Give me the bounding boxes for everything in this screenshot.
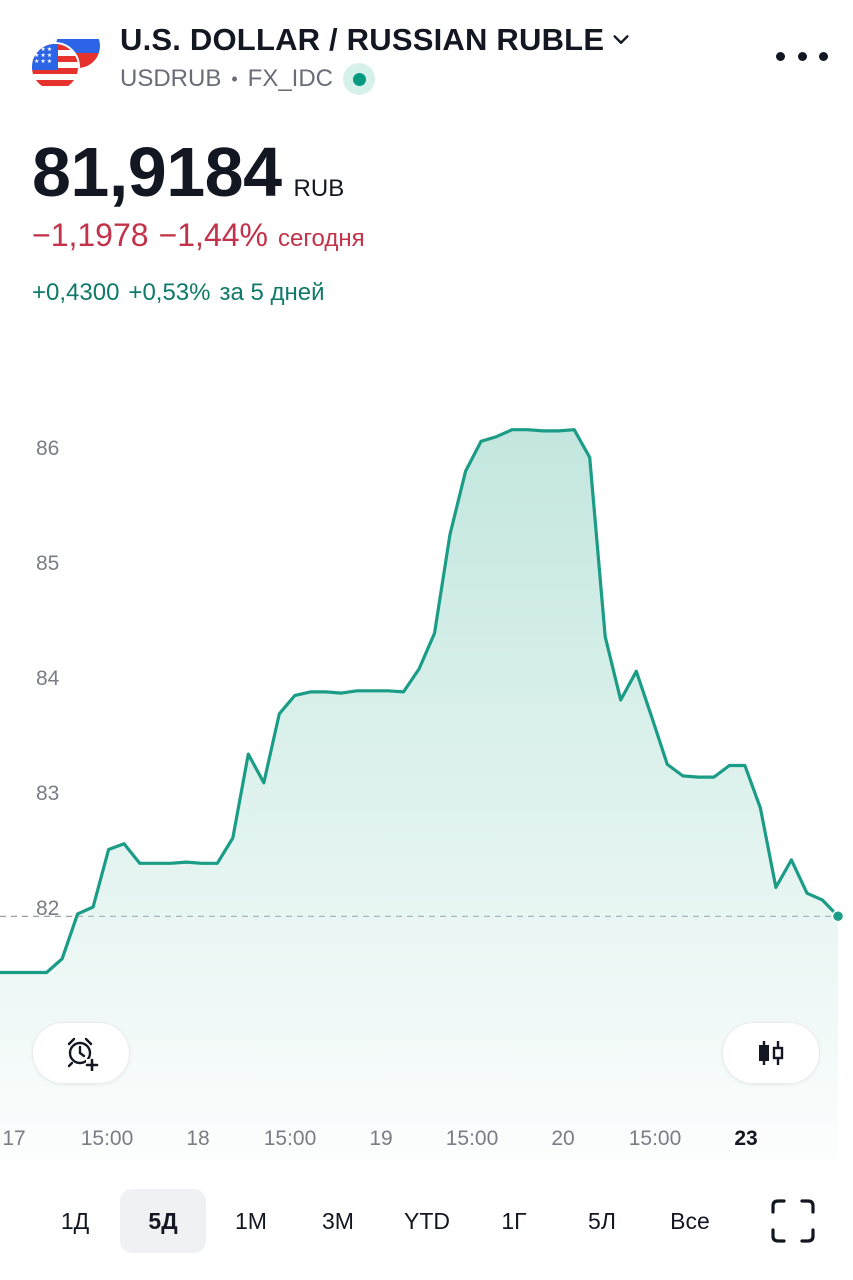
symbol-header: ★★★ ★★★ ★★★ U.S. DOLLAR / RUSSIAN RUBLE US… [0,0,853,110]
candlestick-icon [759,1041,784,1065]
more-dots-icon[interactable] [776,40,828,72]
x-axis-label: 15:00 [629,1127,682,1150]
range-button[interactable]: 1Г [501,1208,527,1234]
fullscreen-icon[interactable] [770,1198,816,1244]
y-axis-label: 86 [36,437,59,460]
price-line [0,428,840,975]
change-5d-pct: +0,53% [128,279,211,306]
change-5d-label: за 5 дней [219,279,325,306]
x-axis-label: 19 [369,1127,392,1150]
range-button[interactable]: 5Л [588,1208,616,1234]
y-axis-label: 84 [36,667,60,690]
chart-type-button[interactable] [722,1022,820,1084]
change-5d-abs: +0,4300 [32,279,120,306]
ticker: USDRUB [120,65,222,92]
range-button[interactable]: Все [670,1208,710,1234]
time-range-bar: 1Д 5Д 1М 3М YTD 1Г 5Л Все [0,1180,853,1260]
x-axis-label: 15:00 [81,1127,134,1150]
market-open-status-icon[interactable] [343,63,376,95]
symbol-title: U.S. DOLLAR / RUSSIAN RUBLE [120,22,605,57]
price-area [0,429,838,1160]
x-axis-label: 15:00 [264,1127,317,1150]
range-button[interactable]: 1М [235,1208,267,1234]
y-axis-label: 82 [36,897,59,920]
change-today: −1,1978 −1,44% сегодня [32,217,365,254]
range-button[interactable]: 5Д [120,1189,206,1253]
add-alert-button[interactable] [32,1022,130,1084]
y-axis-label: 83 [36,782,59,805]
symbol-subtitle: USDRUB • FX_IDC [120,63,376,95]
y-axis-label: 85 [36,552,59,575]
change-today-label: сегодня [277,225,365,252]
x-axis-label: 17 [2,1127,25,1150]
x-axis-label: 15:00 [446,1127,499,1150]
currency-pair-flags-icon: ★★★ ★★★ ★★★ [30,22,106,94]
separator: • [231,68,238,89]
usa-flag-icon: ★★★ ★★★ ★★★ [30,42,80,92]
chevron-down-icon [613,35,629,44]
x-axis-label: 20 [551,1127,574,1150]
change-5d: +0,4300 +0,53% за 5 дней [32,279,325,307]
last-price: 81,9184 [32,133,282,211]
x-axis-label: 18 [186,1127,209,1150]
x-axis-label: 23 [734,1127,757,1150]
change-today-abs: −1,1978 [32,217,149,253]
change-today-pct: −1,44% [158,217,268,253]
price-block: 81,9184 RUB [32,132,344,212]
price-currency: RUB [293,175,345,202]
last-price-dot [831,909,845,923]
symbol-title-dropdown[interactable]: U.S. DOLLAR / RUSSIAN RUBLE [120,22,632,58]
range-button[interactable]: 3М [322,1208,354,1234]
data-source: FX_IDC [247,65,334,92]
alarm-add-icon [67,1037,99,1071]
range-button[interactable]: 1Д [60,1208,90,1234]
price-chart[interactable]: 86 85 84 83 82 17 15:00 18 15:00 19 15:00 20 15:00 2… [0,400,853,1180]
range-button[interactable]: YTD [404,1208,450,1234]
